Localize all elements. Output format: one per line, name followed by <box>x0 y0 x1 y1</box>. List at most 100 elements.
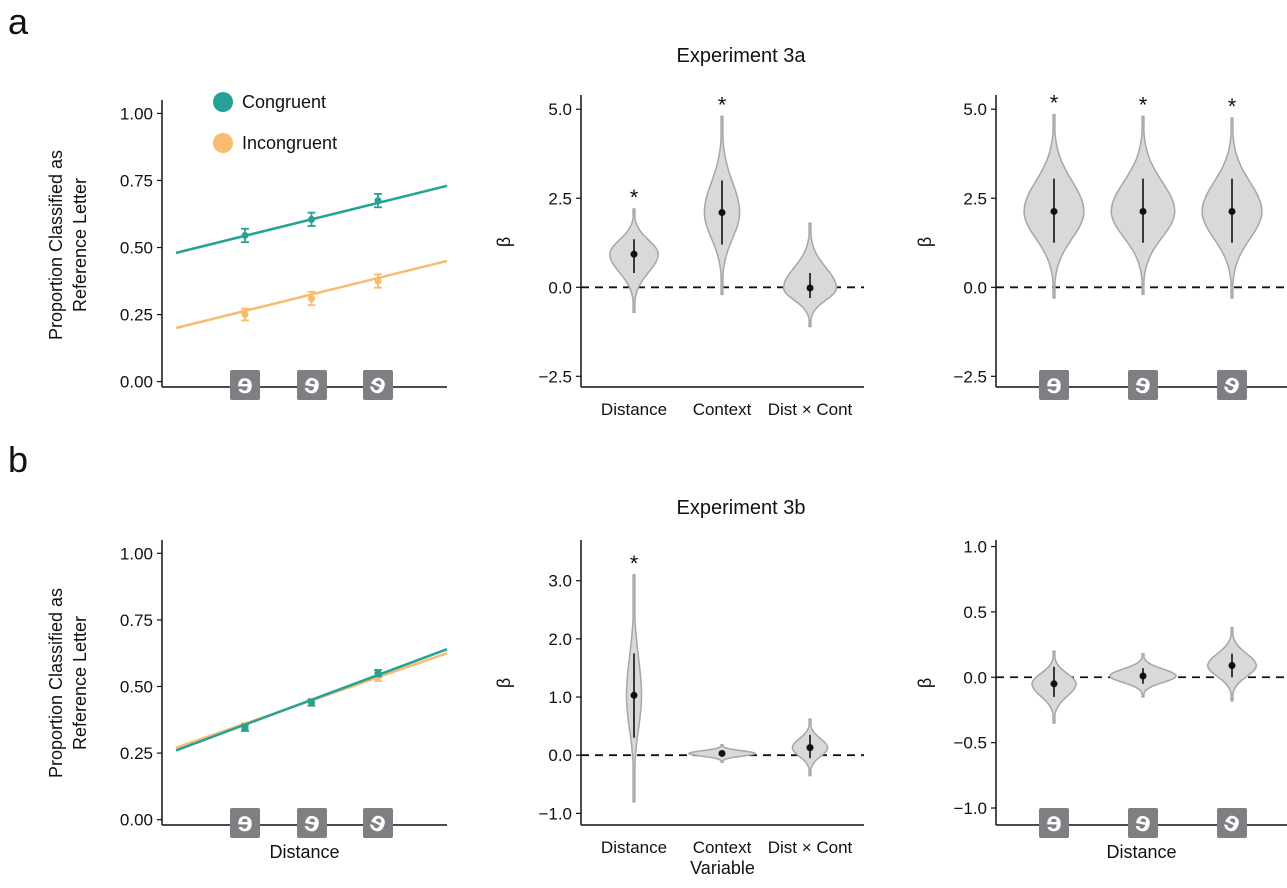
y-tick-label: 0.00 <box>120 811 153 830</box>
significance-star: * <box>1050 91 1059 116</box>
mean-point <box>718 749 726 757</box>
data-point-incongruent <box>241 311 249 319</box>
mean-point <box>806 744 814 752</box>
y-tick-label: 0.25 <box>120 306 153 325</box>
x-tick-label: Distance <box>601 838 667 857</box>
x-tick-label: Context <box>693 400 752 419</box>
x-tick-label: Dist × Cont <box>768 838 853 857</box>
mean-point <box>1050 680 1058 688</box>
experiment-title-a: Experiment 3a <box>677 45 807 67</box>
y-tick-label: 3.0 <box>548 572 572 591</box>
data-point-congruent <box>374 197 382 205</box>
legend-congruent-marker <box>213 92 233 112</box>
stimulus-glyph-letter: ɘ <box>1132 367 1154 401</box>
stimulus-glyph-letter: ɘ <box>1046 368 1062 399</box>
y-tick-label: −2.5 <box>953 367 987 386</box>
stimulus-glyph-icon: ɘ <box>1039 806 1069 838</box>
significance-star: * <box>718 92 727 117</box>
y-axis-label-line1: Proportion Classified as <box>46 150 66 340</box>
y-tick-label: 0.75 <box>120 611 153 630</box>
mean-point <box>1228 207 1236 215</box>
y-tick-label: 1.0 <box>963 538 987 557</box>
x-axis-label: Distance <box>1106 842 1176 862</box>
y-tick-label: 1.00 <box>120 544 153 563</box>
stimulus-glyph-background <box>363 370 393 400</box>
stimulus-glyph-background <box>297 808 327 838</box>
y-tick-label: 0.50 <box>120 677 153 696</box>
y-tick-label: 0.75 <box>120 171 153 190</box>
y-tick-label: 0.0 <box>963 278 987 297</box>
significance-star: * <box>630 185 639 210</box>
data-point-incongruent <box>308 294 315 302</box>
stimulus-glyph-icon: ɘ <box>1217 804 1247 839</box>
x-tick-label: Context <box>693 838 752 857</box>
stimulus-glyph-background <box>1039 370 1069 400</box>
mean-point <box>1050 207 1058 215</box>
data-point-congruent <box>308 698 315 706</box>
legend-incongruent-label: Incongruent <box>242 133 337 153</box>
y-tick-label: 0.0 <box>548 746 572 765</box>
y-axis-label-beta: β <box>494 678 514 688</box>
stimulus-glyph-icon: ɘ <box>297 367 327 401</box>
y-axis-label-line1: Proportion Classified as <box>46 588 66 778</box>
stimulus-glyph-background <box>230 370 260 400</box>
y-tick-label: 2.0 <box>548 630 572 649</box>
panel-letter-a: a <box>8 1 29 42</box>
stimulus-glyph-background <box>1217 370 1247 400</box>
panel-letter-b: b <box>8 439 28 480</box>
stimulus-glyph-icon: ɘ <box>230 806 260 838</box>
mean-point <box>1139 207 1147 215</box>
y-axis-label-line2: Reference Letter <box>70 178 90 312</box>
stimulus-glyph-icon: ɘ <box>363 366 393 401</box>
data-point-congruent <box>308 215 315 223</box>
stimulus-glyph-background <box>297 370 327 400</box>
mean-point <box>630 250 638 258</box>
y-tick-label: 0.00 <box>120 373 153 392</box>
significance-star: * <box>1228 94 1237 119</box>
stimulus-glyph-background <box>1128 808 1158 838</box>
x-axis-label: Variable <box>690 858 755 878</box>
data-point-incongruent <box>374 277 382 285</box>
mean-point <box>806 284 814 292</box>
stimulus-glyph-letter: ɘ <box>301 367 323 401</box>
legend-congruent-label: Congruent <box>242 92 326 112</box>
stimulus-glyph-background <box>1039 808 1069 838</box>
y-tick-label: 2.5 <box>963 189 987 208</box>
stimulus-glyph-letter: ɘ <box>1132 805 1154 839</box>
y-tick-label: 2.5 <box>548 189 572 208</box>
mean-point <box>1228 662 1236 670</box>
stimulus-glyph-icon: ɘ <box>297 805 327 839</box>
legend-incongruent-marker <box>213 133 233 153</box>
experiment-title-b: Experiment 3b <box>677 497 806 519</box>
y-axis-label-line2: Reference Letter <box>70 616 90 750</box>
y-tick-label: −1.0 <box>953 799 987 818</box>
x-tick-label: Dist × Cont <box>768 400 853 419</box>
stimulus-glyph-icon: ɘ <box>1039 368 1069 400</box>
stimulus-glyph-background <box>1128 370 1158 400</box>
y-tick-label: 0.0 <box>548 278 572 297</box>
stimulus-glyph-icon: ɘ <box>363 804 393 839</box>
stimulus-glyph-background <box>1217 808 1247 838</box>
y-tick-label: 0.50 <box>120 239 153 258</box>
y-tick-label: −0.5 <box>953 734 987 753</box>
y-tick-label: 0.25 <box>120 744 153 763</box>
stimulus-glyph-letter: ɘ <box>301 805 323 839</box>
data-point-congruent <box>241 724 249 732</box>
y-tick-label: 1.0 <box>548 688 572 707</box>
significance-star: * <box>1139 92 1148 117</box>
stimulus-glyph-background <box>230 808 260 838</box>
x-tick-label: Distance <box>601 400 667 419</box>
stimulus-glyph-icon: ɘ <box>1128 367 1158 401</box>
data-point-congruent <box>241 231 249 239</box>
significance-star: * <box>630 551 639 576</box>
y-axis-label-beta: β <box>915 237 935 247</box>
y-axis-label-beta: β <box>494 237 514 247</box>
y-axis-label-beta: β <box>915 678 935 688</box>
y-tick-label: 0.5 <box>963 603 987 622</box>
y-tick-label: −1.0 <box>538 804 572 823</box>
y-tick-label: 5.0 <box>548 100 572 119</box>
y-tick-label: 5.0 <box>963 100 987 119</box>
mean-point <box>630 691 638 699</box>
stimulus-glyph-letter: ɘ <box>1046 806 1062 837</box>
